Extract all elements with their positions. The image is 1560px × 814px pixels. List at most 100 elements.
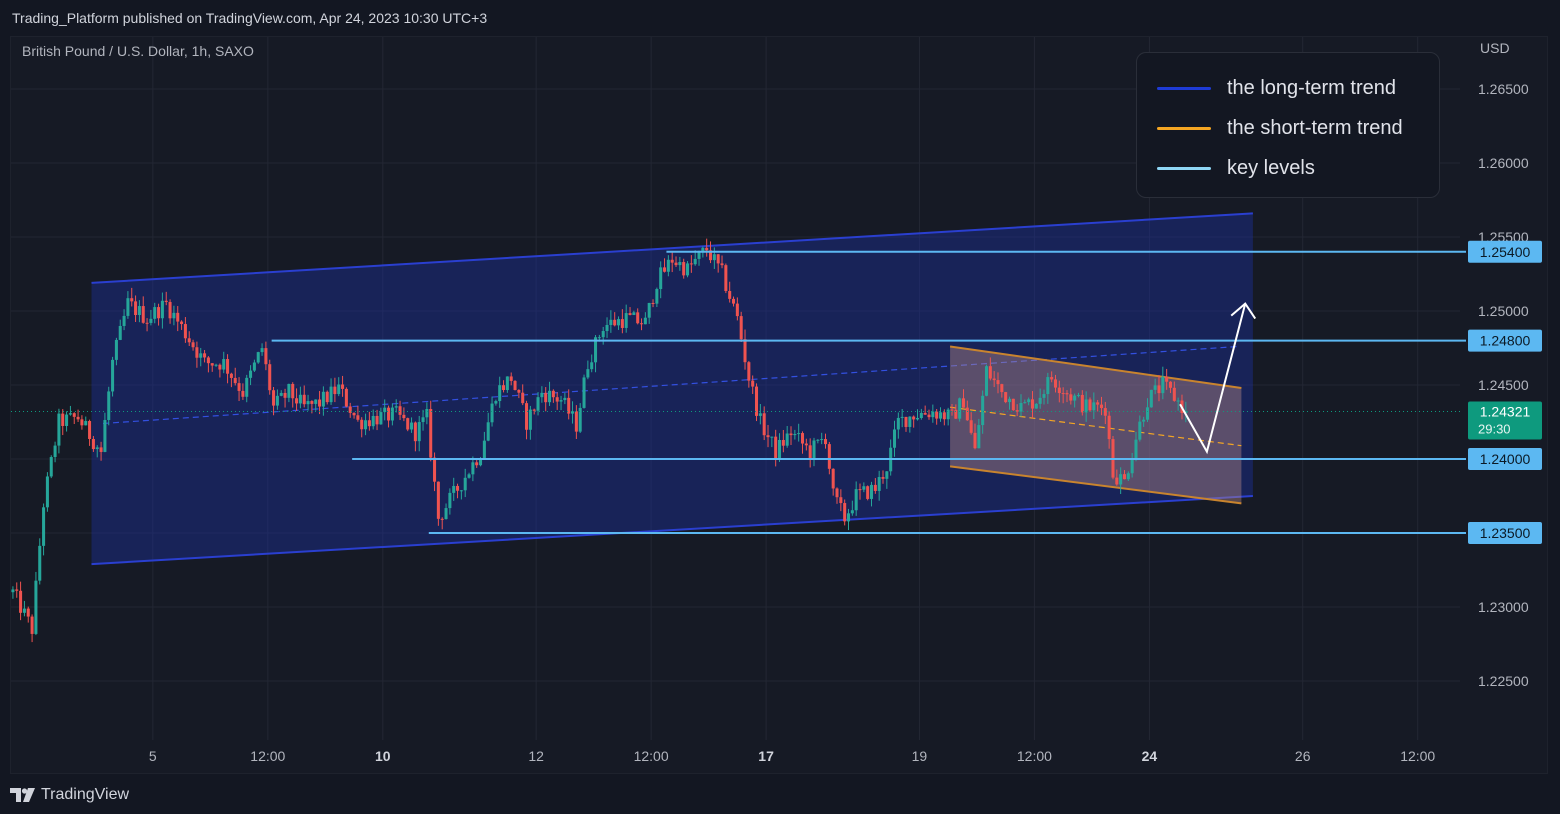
- candle-up: [1142, 416, 1146, 427]
- candle-body: [862, 486, 866, 490]
- candle-up: [958, 397, 962, 422]
- candle-up: [1130, 452, 1134, 478]
- y-tick-label: 1.24500: [1478, 377, 1529, 393]
- candle-body: [728, 291, 732, 299]
- candle-body: [758, 413, 762, 416]
- candle-up: [981, 390, 985, 434]
- candle-body: [459, 490, 463, 492]
- candle-down: [988, 357, 992, 381]
- candle-body: [379, 412, 383, 425]
- long-term-channel-fill: [91, 213, 1253, 565]
- candle-up: [609, 310, 613, 333]
- candle-body: [1084, 399, 1088, 413]
- candle-body: [390, 407, 394, 421]
- candle-body: [57, 413, 61, 446]
- candle-body: [1046, 377, 1050, 395]
- candle-body: [778, 439, 782, 459]
- candle-body: [168, 301, 172, 319]
- candle-body: [961, 398, 966, 408]
- candle-body: [1004, 392, 1008, 403]
- candle-up: [1084, 391, 1088, 422]
- candle-body: [1034, 403, 1038, 409]
- candle-down: [134, 295, 138, 322]
- candle-down: [636, 308, 640, 325]
- candle-body: [674, 262, 678, 266]
- candle-up: [287, 383, 291, 403]
- candle-up: [107, 386, 111, 426]
- candle-body: [594, 337, 598, 363]
- candle-down: [525, 400, 529, 440]
- candle-body: [651, 302, 655, 304]
- candle-down: [670, 251, 674, 273]
- candle-down: [1030, 391, 1035, 419]
- candle-body: [218, 364, 222, 370]
- candle-body: [130, 298, 134, 302]
- candle-body: [42, 507, 46, 546]
- candle-up: [797, 423, 801, 442]
- candle-body: [118, 325, 122, 340]
- candle-down: [839, 489, 843, 512]
- candle-down: [961, 389, 966, 408]
- candle-up: [65, 411, 69, 432]
- candle-body: [938, 412, 943, 419]
- candle-down: [628, 307, 632, 316]
- candle-up: [820, 432, 824, 445]
- candle-down: [176, 306, 180, 332]
- candle-up: [379, 407, 383, 425]
- candle-up: [383, 399, 387, 421]
- candle-down: [781, 429, 785, 453]
- candle-down: [1057, 380, 1061, 403]
- candle-up: [22, 600, 26, 617]
- candle-body: [425, 408, 429, 418]
- candle-down: [800, 431, 805, 454]
- candle-up: [908, 416, 912, 433]
- candle-down: [1157, 375, 1161, 402]
- candle-body: [597, 337, 601, 339]
- candle-body: [647, 302, 651, 318]
- candle-down: [360, 417, 364, 438]
- short-term-channel-lower: [949, 465, 1242, 505]
- candle-up: [892, 420, 897, 457]
- footer-brand[interactable]: TradingView: [41, 786, 130, 803]
- candle-up: [1145, 398, 1150, 423]
- candle-up: [686, 261, 690, 278]
- candle-body: [99, 447, 103, 452]
- candle-down: [283, 388, 287, 408]
- candle-body: [134, 301, 138, 316]
- candle-body: [295, 398, 299, 404]
- candle-body: [352, 412, 356, 416]
- candle-down: [705, 238, 709, 257]
- candle-down: [502, 380, 506, 393]
- tradingview-logo-icon[interactable]: [10, 788, 36, 802]
- candle-body: [30, 616, 34, 634]
- candle-body: [475, 462, 479, 466]
- candle-up: [371, 409, 375, 430]
- candle-up: [482, 431, 486, 460]
- candle-down: [429, 400, 433, 462]
- candle-body: [755, 386, 759, 416]
- candle-down: [237, 377, 241, 402]
- candle-up: [84, 416, 88, 426]
- candle-down: [1107, 411, 1111, 449]
- candle-up: [571, 401, 575, 424]
- candle-up: [590, 354, 594, 373]
- candle-body: [260, 348, 264, 353]
- candle-body: [793, 433, 797, 436]
- candle-body: [268, 364, 272, 391]
- candle-down: [367, 411, 371, 431]
- candle-body: [846, 513, 851, 522]
- candle-body: [785, 433, 789, 446]
- candle-down: [203, 350, 207, 363]
- candle-down: [195, 341, 199, 368]
- candle-up: [1119, 467, 1123, 494]
- candle-up: [45, 472, 49, 512]
- candle-up: [417, 415, 421, 452]
- candle-body: [743, 339, 747, 363]
- candle-body: [816, 439, 820, 441]
- candle-down: [295, 388, 299, 411]
- candle-body: [632, 312, 636, 316]
- candle-down: [1061, 387, 1065, 404]
- candle-down: [873, 478, 877, 494]
- candle-up: [118, 319, 122, 341]
